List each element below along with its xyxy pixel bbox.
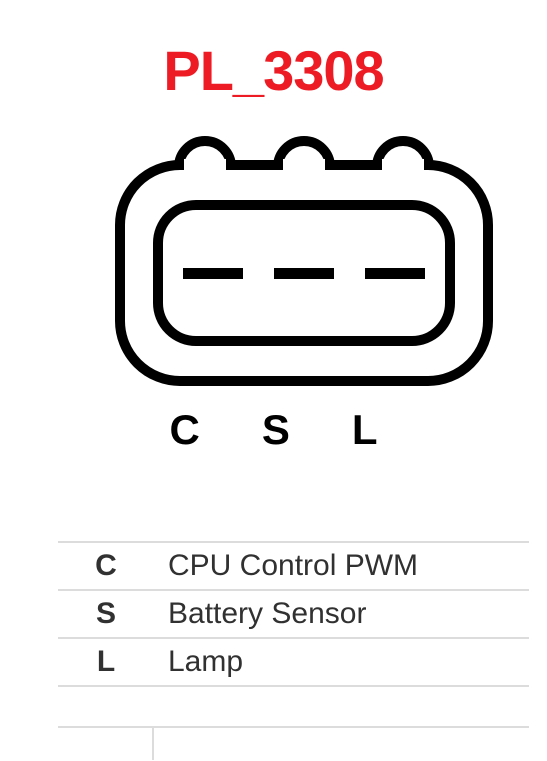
bottom-cell-left: [58, 728, 154, 760]
pin-labels-row: C S L: [0, 406, 547, 454]
bottom-empty-row: [58, 726, 529, 760]
legend-key: C: [58, 542, 154, 590]
legend-value: Battery Sensor: [154, 590, 529, 638]
pin-label-s: S: [262, 406, 290, 454]
legend-value: Lamp: [154, 638, 529, 686]
table-row: S Battery Sensor: [58, 590, 529, 638]
connector-diagram: [115, 132, 495, 392]
legend-value: CPU Control PWM: [154, 542, 529, 590]
table-row: C CPU Control PWM: [58, 542, 529, 590]
part-number-title: PL_3308: [0, 38, 547, 103]
legend-key: L: [58, 638, 154, 686]
pin-label-c: C: [169, 406, 199, 454]
legend-key: S: [58, 590, 154, 638]
legend-table: C CPU Control PWM S Battery Sensor L Lam…: [58, 541, 529, 687]
table-row: L Lamp: [58, 638, 529, 686]
pin-label-l: L: [352, 406, 378, 454]
bottom-cell-right: [154, 728, 529, 760]
